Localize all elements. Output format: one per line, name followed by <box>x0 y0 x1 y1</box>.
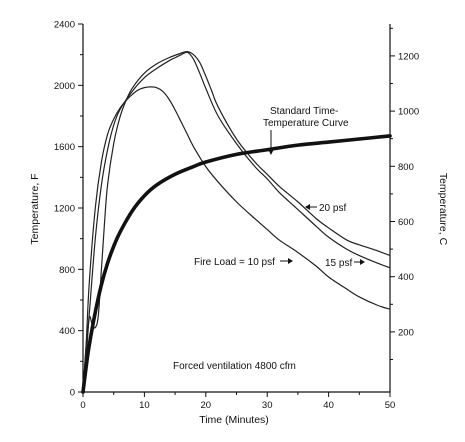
y-left-tick-label: 2400 <box>54 20 75 31</box>
10-psf-label: Fire Load = 10 psf <box>194 257 275 268</box>
15-psf-label: 15 psf <box>325 258 352 269</box>
series-15-psf-line <box>82 51 391 393</box>
series-20-psf-line <box>82 50 391 393</box>
axes-group: 0 10 20 30 40 50 0 400 800 1200 1600 2000 2400 200 400… <box>54 20 419 412</box>
y-right-tick-label: 200 <box>398 327 414 338</box>
y-left-tick-label: 400 <box>59 326 75 337</box>
y-left-tick-label: 2000 <box>54 81 75 92</box>
x-tick-label: 20 <box>201 400 212 411</box>
labels-group: Time (Minutes) Temperature, F Temperatur… <box>29 106 449 426</box>
y-left-tick-label: 1200 <box>54 204 75 215</box>
20-psf-label: 20 psf <box>319 203 346 214</box>
y-left-tick-label: 800 <box>59 265 75 276</box>
standard-curve-label-line1: Standard Time- <box>270 106 338 117</box>
y-left-tick-label: 1600 <box>54 142 75 153</box>
20-psf-arrowhead <box>305 204 310 210</box>
y-right-tick-label: 600 <box>398 217 414 228</box>
series-standard-curve-line <box>81 134 392 394</box>
x-tick-label: 30 <box>262 400 273 411</box>
standard-curve-arrowhead <box>268 149 274 155</box>
y-right-tick-label: 1200 <box>398 51 419 62</box>
standard-curve-label-line2: Temperature Curve <box>263 118 349 129</box>
10-psf-arrowhead <box>288 258 293 264</box>
ventilation-note: Forced ventilation 4800 cfm <box>173 361 296 372</box>
y-axis-right-title: Temperature, C <box>437 173 449 246</box>
series-group <box>81 50 392 394</box>
y-right-tick-label: 1000 <box>398 107 419 118</box>
x-tick-label: 10 <box>139 400 150 411</box>
15-psf-arrowhead <box>360 259 365 265</box>
x-tick-label: 0 <box>80 400 85 411</box>
x-tick-label: 50 <box>385 400 396 411</box>
y-right-tick-label: 800 <box>398 162 414 173</box>
series-10-psf-line <box>82 86 391 393</box>
x-axis-title: Time (Minutes) <box>199 414 269 426</box>
y-right-tick-label: 400 <box>398 272 414 283</box>
y-axis-left-title: Temperature, F <box>29 173 41 244</box>
y-left-tick-label: 0 <box>70 388 75 399</box>
x-tick-label: 40 <box>323 400 334 411</box>
